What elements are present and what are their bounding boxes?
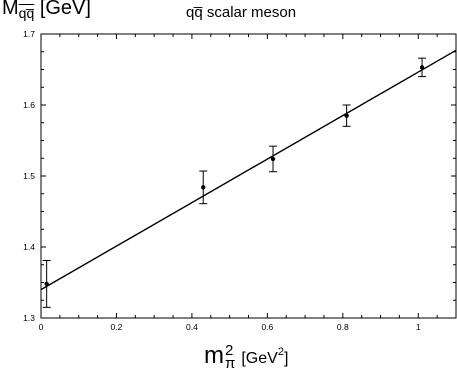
chart-title: qq̅ scalar meson <box>186 4 297 21</box>
x-tick-label: 0.2 <box>111 322 123 332</box>
x-axis-label: m 2 π [GeV2] <box>204 342 289 373</box>
x-tick-label: 0.6 <box>261 322 273 332</box>
x-tick-label: 0.8 <box>337 322 349 332</box>
data-point <box>419 65 425 70</box>
data-point <box>44 281 49 287</box>
data-point <box>270 156 276 162</box>
y-tick-label: 1.6 <box>23 100 35 110</box>
y-axis-label: Mqq̅ [GeV] <box>2 0 91 21</box>
x-tick-label: 1 <box>416 322 421 332</box>
plot-frame <box>40 33 457 319</box>
data-point <box>344 113 349 118</box>
fit-line <box>40 49 457 291</box>
x-tick-label: 0 <box>39 322 44 332</box>
y-tick-label: 1.7 <box>23 29 35 39</box>
y-tick-label: 1.3 <box>23 313 35 323</box>
x-tick-label: 0.4 <box>186 322 198 332</box>
y-tick-label: 1.4 <box>23 242 35 252</box>
y-tick-label: 1.5 <box>23 171 35 181</box>
data-point <box>201 185 206 190</box>
